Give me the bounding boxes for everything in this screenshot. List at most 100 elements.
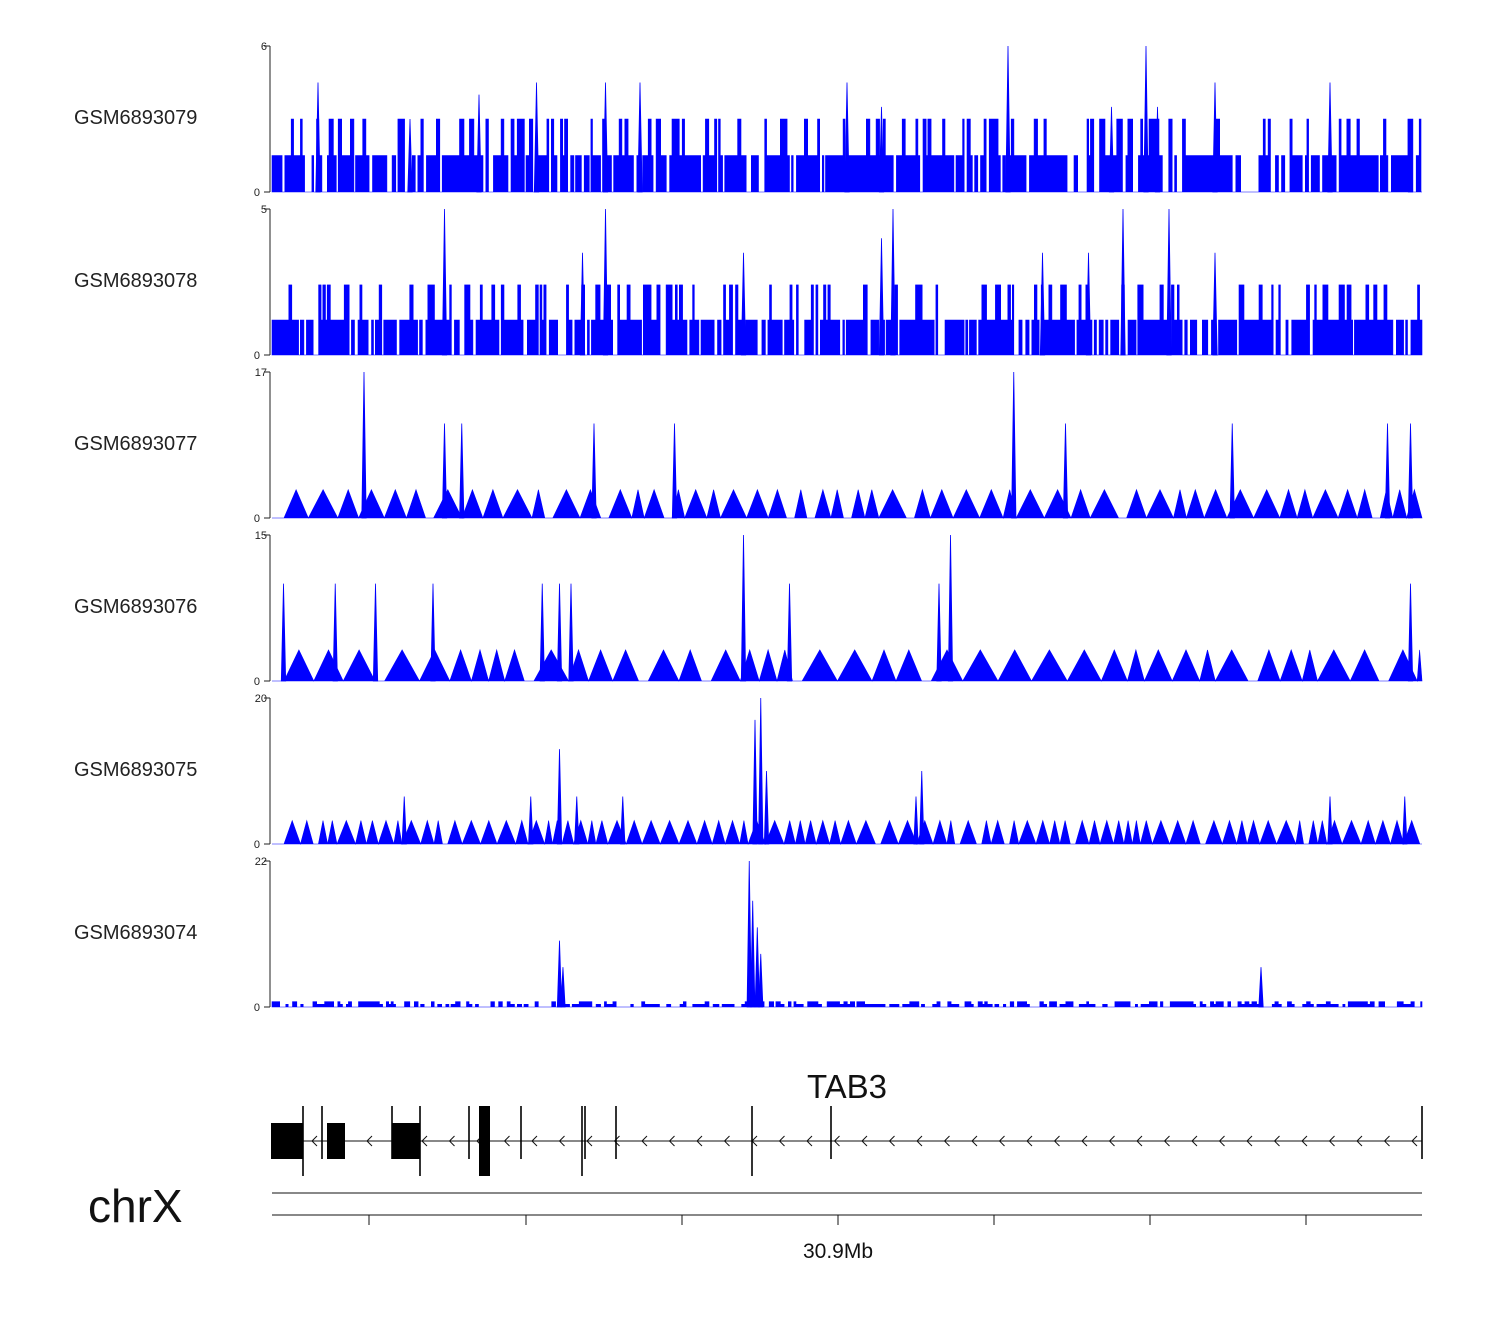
strand-arrow [503, 1135, 510, 1147]
peak-5-1 [560, 967, 566, 1008]
peak-3-8 [786, 583, 793, 682]
peak-5-5 [758, 953, 764, 1008]
peak-0-14 [1407, 118, 1414, 193]
peak-0-5 [637, 82, 643, 193]
strand-arrow [641, 1135, 648, 1147]
track-GSM6893075: GSM6893075 20 0 [74, 693, 1422, 851]
peak-1-0 [441, 208, 448, 356]
strand-arrow [916, 1135, 923, 1147]
peak-1-5 [890, 208, 896, 356]
peak-3-7 [740, 534, 747, 682]
peak-1-10 [1212, 252, 1218, 356]
strand-arrow [778, 1135, 785, 1147]
y-tick-min: 0 [254, 513, 260, 525]
strand-arrow [1301, 1135, 1308, 1147]
y-tick-min: 0 [254, 350, 260, 362]
strand-arrow [1136, 1135, 1143, 1147]
strand-arrow [888, 1135, 895, 1147]
peak-0-7 [878, 106, 885, 193]
strand-arrow [696, 1135, 703, 1147]
track-label: GSM6893079 [74, 107, 197, 129]
y-tick-max: 22 [255, 856, 267, 868]
exon-3 [479, 1106, 490, 1176]
y-tick-max: 15 [255, 530, 267, 542]
gene-model [271, 1106, 1423, 1176]
peak-2-7 [1229, 423, 1235, 519]
peak-0-0 [315, 82, 321, 193]
strand-arrow [1053, 1135, 1060, 1147]
peak-4-8 [913, 796, 919, 845]
peak-4-1 [528, 796, 534, 845]
y-tick-min: 0 [254, 1002, 260, 1014]
strand-arrow [1273, 1135, 1280, 1147]
peak-0-6 [844, 82, 850, 193]
peak-0-11 [1154, 106, 1161, 193]
track-GSM6893077: GSM6893077 17 0 [74, 367, 1423, 525]
peak-0-3 [533, 82, 540, 193]
peak-1-3 [740, 252, 747, 356]
strand-arrow [1328, 1135, 1335, 1147]
peak-2-9 [1407, 423, 1414, 519]
peak-4-11 [1402, 796, 1408, 845]
track-label: GSM6893077 [74, 433, 197, 455]
strand-arrow [1411, 1135, 1418, 1147]
track-GSM6893079: GSM6893079 6 0 [74, 41, 1422, 199]
peak-3-10 [947, 534, 954, 682]
strand-arrow [861, 1135, 868, 1147]
track-label: GSM6893078 [74, 270, 197, 292]
peak-2-5 [1011, 371, 1017, 519]
strand-arrow [1191, 1135, 1198, 1147]
peak-0-2 [476, 94, 482, 193]
peak-3-9 [936, 583, 942, 682]
peak-3-0 [280, 583, 287, 682]
strand-arrow [971, 1135, 978, 1147]
strand-arrow [1026, 1135, 1033, 1147]
peak-4-5 [752, 719, 758, 845]
peak-0-12 [1212, 82, 1218, 193]
y-tick-max: 20 [255, 693, 267, 705]
strand-arrow [833, 1135, 840, 1147]
peak-3-3 [430, 583, 436, 682]
peak-0-13 [1327, 82, 1333, 193]
peak-5-6 [1258, 967, 1264, 1008]
exon-1 [327, 1123, 345, 1159]
peak-5-3 [750, 900, 756, 1008]
strand-arrow [558, 1135, 565, 1147]
coverage-area [272, 648, 1423, 683]
y-tick-min: 0 [254, 676, 260, 688]
gene-label: TAB3 [807, 1068, 887, 1105]
strand-arrow [1081, 1135, 1088, 1147]
strand-arrow [613, 1135, 620, 1147]
coordinate-axis [272, 1214, 1422, 1225]
peak-5-0 [556, 940, 563, 1008]
peak-5-4 [754, 927, 760, 1008]
strand-arrow [1108, 1135, 1115, 1147]
coverage-area [272, 819, 1422, 846]
peak-1-9 [1166, 208, 1172, 356]
coverage-area [272, 488, 1423, 520]
peak-3-5 [556, 583, 563, 682]
peak-1-7 [1085, 252, 1092, 356]
peak-2-8 [1384, 423, 1391, 519]
track-GSM6893074: GSM6893074 22 0 [74, 856, 1423, 1014]
strand-arrow [586, 1135, 593, 1147]
track-GSM6893076: GSM6893076 15 0 [74, 530, 1423, 688]
strand-arrow [531, 1135, 538, 1147]
strand-arrow [723, 1135, 730, 1147]
exon-0 [271, 1123, 303, 1159]
strand-arrow [1383, 1135, 1390, 1147]
coverage-area [271, 284, 1423, 356]
peak-1-4 [878, 238, 885, 356]
peak-1-8 [1120, 208, 1126, 356]
peak-3-2 [372, 583, 379, 682]
strand-arrow [943, 1135, 950, 1147]
peak-4-4 [620, 796, 626, 845]
peak-2-6 [1062, 423, 1069, 519]
peak-4-9 [919, 770, 925, 845]
peak-0-8 [1005, 45, 1011, 193]
peak-3-1 [332, 583, 338, 682]
strand-arrow [1218, 1135, 1225, 1147]
track-label: GSM6893076 [74, 596, 197, 618]
axis-tick-label: 30.9Mb [803, 1240, 873, 1263]
